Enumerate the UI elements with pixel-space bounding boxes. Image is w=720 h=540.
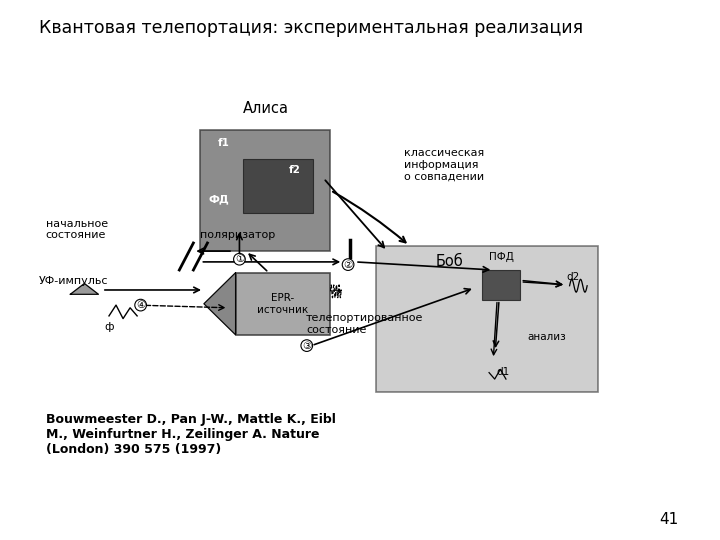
Text: УФ-импульс: УФ-импульс	[39, 276, 108, 286]
Text: d2: d2	[566, 272, 580, 282]
Text: f1: f1	[218, 138, 230, 148]
Text: Алиса: Алиса	[243, 101, 289, 116]
Polygon shape	[71, 284, 99, 294]
FancyBboxPatch shape	[482, 270, 521, 300]
Text: ф: ф	[104, 322, 114, 332]
Text: ②: ②	[343, 260, 353, 269]
Text: ПФД: ПФД	[489, 252, 513, 262]
Text: Боб: Боб	[436, 254, 464, 269]
FancyBboxPatch shape	[243, 159, 313, 213]
Text: ①: ①	[235, 254, 244, 264]
Polygon shape	[204, 273, 235, 335]
Text: d1: d1	[497, 367, 510, 377]
Text: f2: f2	[288, 165, 300, 175]
Text: ④: ④	[136, 300, 145, 310]
Text: поляризатор: поляризатор	[200, 230, 276, 240]
FancyBboxPatch shape	[200, 130, 330, 251]
Text: классическая
информация
о совпадении: классическая информация о совпадении	[405, 148, 485, 181]
Text: начальное
состояние: начальное состояние	[45, 219, 108, 240]
Text: Bouwmeester D., Pan J-W., Mattle K., Eibl
M., Weinfurtner H., Zeilinger A. Natur: Bouwmeester D., Pan J-W., Mattle K., Eib…	[45, 413, 336, 456]
Text: Квантовая телепортация: экспериментальная реализация: Квантовая телепортация: экспериментальна…	[39, 19, 582, 37]
FancyBboxPatch shape	[377, 246, 598, 392]
Text: ③: ③	[302, 341, 311, 350]
Text: анализ: анализ	[527, 333, 566, 342]
Text: телепортированное
состояние: телепортированное состояние	[306, 313, 423, 335]
Text: 41: 41	[660, 511, 678, 526]
Text: ФД: ФД	[209, 194, 230, 205]
Text: EPR-
источник: EPR- источник	[258, 293, 309, 314]
FancyBboxPatch shape	[235, 273, 330, 335]
